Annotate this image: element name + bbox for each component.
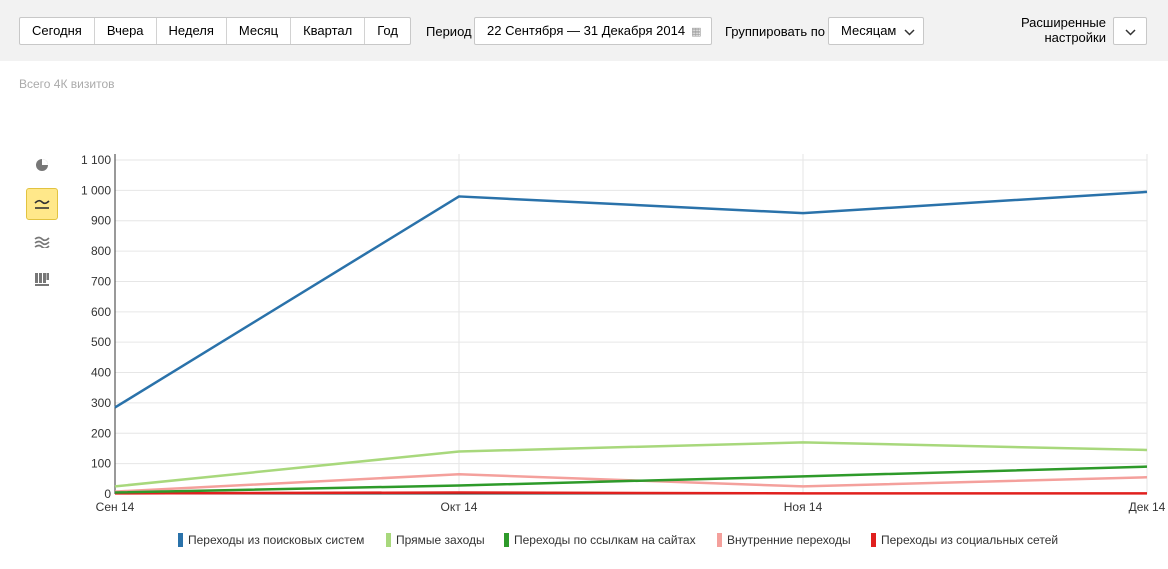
legend-swatch xyxy=(178,533,183,547)
legend-swatch xyxy=(386,533,391,547)
chevron-down-icon xyxy=(1124,24,1136,39)
legend-item[interactable]: Прямые заходы xyxy=(386,531,485,549)
y-tick-label: 500 xyxy=(91,335,111,349)
advanced-settings-label: Расширенные настройки xyxy=(1020,15,1106,45)
y-tick-label: 700 xyxy=(91,274,111,288)
total-visits: Всего 4К визитов xyxy=(19,77,115,91)
legend-item[interactable]: Переходы из поисковых систем xyxy=(178,531,364,549)
legend-swatch xyxy=(871,533,876,547)
bar-chart-icon[interactable] xyxy=(26,263,58,295)
legend-label: Переходы из социальных сетей xyxy=(881,533,1059,547)
series-line xyxy=(114,190,1148,409)
y-tick-label: 400 xyxy=(91,366,111,380)
chart-legend: Переходы из поисковых систем Прямые заход… xyxy=(0,531,1168,551)
preset-month-button[interactable]: Месяц xyxy=(227,18,292,44)
y-tick-label: 300 xyxy=(91,396,111,410)
y-tick-label: 1 000 xyxy=(81,183,111,197)
legend-label: Переходы из поисковых систем xyxy=(188,533,365,547)
preset-yesterday-button[interactable]: Вчера xyxy=(95,18,157,44)
group-select[interactable]: Месяцам xyxy=(828,17,924,45)
group-label: Группировать по xyxy=(725,24,826,39)
preset-today-button[interactable]: Сегодня xyxy=(20,18,95,44)
x-tick-label: Окт 14 xyxy=(441,500,478,514)
series-line xyxy=(114,491,1147,495)
period-value: 22 Сентября — 31 Декабря 2014 xyxy=(487,23,686,38)
chevron-down-icon xyxy=(904,19,915,45)
period-label: Период xyxy=(426,24,472,39)
x-tick-label: Дек 14 xyxy=(1129,500,1166,514)
y-tick-label: 200 xyxy=(91,426,111,440)
legend-swatch xyxy=(504,533,509,547)
legend-label: Прямые заходы xyxy=(396,533,485,547)
preset-quarter-button[interactable]: Квартал xyxy=(291,18,366,44)
series-line xyxy=(114,465,1148,494)
toolbar: Сегодня Вчера Неделя Месяц Квартал Год П… xyxy=(0,0,1168,61)
y-tick-label: 100 xyxy=(91,457,111,471)
advanced-settings-button[interactable] xyxy=(1113,17,1147,45)
legend-label: Переходы по ссылкам на сайтах xyxy=(514,533,696,547)
legend-item[interactable]: Переходы из социальных сетей xyxy=(871,531,1058,549)
period-picker[interactable]: 22 Сентября — 31 Декабря 2014 ▦ xyxy=(474,17,712,45)
line-chart-icon[interactable] xyxy=(26,188,58,220)
series-line xyxy=(114,441,1148,488)
legend-label: Внутренние переходы xyxy=(727,533,851,547)
y-tick-label: 1 100 xyxy=(81,153,111,167)
y-tick-label: 800 xyxy=(91,244,111,258)
legend-item[interactable]: Внутренние переходы xyxy=(717,531,851,549)
calendar-icon: ▦ xyxy=(691,26,702,38)
group-value: Месяцам xyxy=(841,23,897,38)
legend-item[interactable]: Переходы по ссылкам на сайтах xyxy=(504,531,696,549)
preset-week-button[interactable]: Неделя xyxy=(157,18,227,44)
y-tick-label: 0 xyxy=(104,487,111,501)
period-presets: Сегодня Вчера Неделя Месяц Квартал Год xyxy=(19,17,411,45)
y-tick-label: 900 xyxy=(91,214,111,228)
x-tick-label: Ноя 14 xyxy=(784,500,823,514)
pie-chart-icon[interactable] xyxy=(26,149,58,181)
area-chart-icon[interactable] xyxy=(26,226,58,258)
line-chart: 0 100 200 300 400 500 600 700 800 900 1 000 1 100 Се… xyxy=(81,153,1166,514)
x-tick-label: Сен 14 xyxy=(96,500,135,514)
legend-swatch xyxy=(717,533,722,547)
y-tick-label: 600 xyxy=(91,305,111,319)
preset-year-button[interactable]: Год xyxy=(377,23,398,38)
